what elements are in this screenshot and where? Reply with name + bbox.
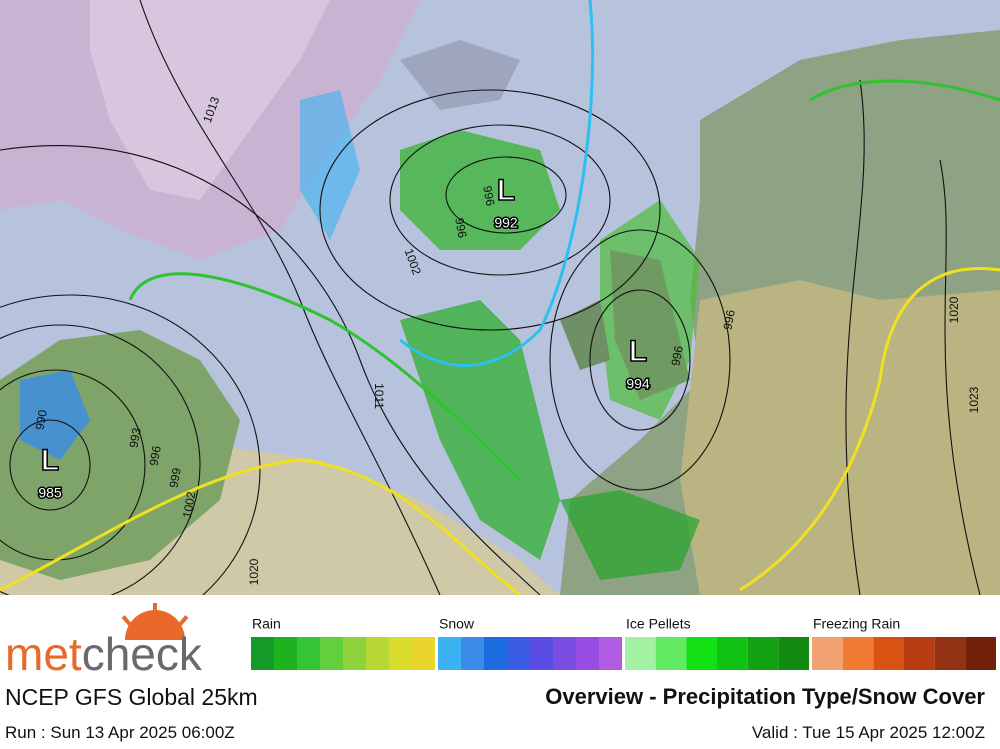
run-time: Run : Sun 13 Apr 2025 06:00Z: [5, 723, 235, 742]
legend-swatch: [530, 637, 553, 670]
rain-area: [400, 130, 560, 250]
legend-swatch: [553, 637, 576, 670]
legend-swatch: [274, 637, 297, 670]
front: [399, 0, 595, 367]
legend-swatch: [599, 637, 622, 670]
europe-south: [680, 280, 1000, 595]
model: NCEP GFS Global 25km: [5, 684, 258, 710]
legend-swatch: [320, 637, 343, 670]
ireland: [560, 300, 610, 370]
legend-swatch: [576, 637, 599, 670]
legend-swatch: [507, 637, 530, 670]
low-pressure: 992: [494, 215, 518, 231]
isobar-label: 993: [127, 426, 144, 448]
isobar-label: 990: [33, 408, 50, 430]
isobar-label: 996: [480, 185, 497, 207]
legend-swatch: [842, 637, 874, 670]
isobar-label: 1023: [967, 386, 981, 413]
low-pressure: 994: [626, 376, 650, 392]
legend-swatch: [873, 637, 904, 670]
legend-swatch: [366, 637, 389, 670]
iceland: [400, 40, 520, 110]
isobar-label: 996: [452, 217, 469, 239]
low-symbol: L: [629, 335, 647, 368]
legend-label: Rain: [252, 616, 281, 632]
front: [739, 267, 1000, 592]
logo: metcheck: [5, 628, 203, 680]
legend-swatch: [484, 637, 507, 670]
legend-swatch: [625, 637, 656, 670]
legend-swatch: [904, 637, 935, 670]
rain-area: [560, 490, 700, 580]
legend-swatch: [412, 637, 435, 670]
legend-swatch: [686, 637, 717, 670]
low-pressure: 985: [38, 485, 62, 501]
logo-sun: [121, 603, 189, 640]
legend-swatch: [812, 637, 843, 670]
title: Overview - Precipitation Type/Snow Cover: [545, 684, 985, 709]
isobar: [139, 0, 441, 596]
legend-swatch: [934, 637, 966, 670]
isobar: [939, 159, 981, 596]
isobar-label: 996: [147, 444, 164, 466]
isobar: [9, 419, 91, 511]
front: [0, 458, 521, 597]
isobar-label: 1011: [372, 383, 386, 409]
legend-swatch: [389, 637, 412, 670]
isobar: [319, 89, 661, 331]
isobar-label: 1020: [247, 558, 261, 585]
isobar: [549, 229, 731, 491]
low-symbol: L: [41, 444, 59, 477]
legend-swatch: [655, 637, 687, 670]
legend-swatch: [251, 637, 274, 670]
snow-area: [300, 90, 360, 240]
map: [0, 0, 1000, 646]
legend-swatch: [717, 637, 748, 670]
logo-part: met: [5, 628, 82, 680]
legend-swatch: [778, 637, 809, 670]
isobar-label: 999: [167, 466, 184, 488]
greenland: [90, 0, 330, 200]
legend-swatch: [297, 637, 320, 670]
legend-label: Ice Pellets: [626, 616, 691, 632]
isobar-label: 1002: [180, 490, 198, 519]
isobar: [389, 124, 611, 276]
legend-swatch: [343, 637, 366, 670]
isobar: [0, 145, 541, 596]
legend-swatch: [461, 637, 484, 670]
isobar: [845, 79, 865, 596]
legend-swatch: [965, 637, 996, 670]
isobar: [589, 289, 691, 431]
legend-swatch: [438, 637, 461, 670]
isobar-label: 996: [669, 344, 686, 366]
britain: [610, 250, 690, 400]
isobar-label: 996: [721, 308, 738, 330]
rain-area: [400, 300, 560, 560]
legend-swatch: [747, 637, 779, 670]
low-symbol: L: [497, 174, 515, 207]
valid-time: Valid : Tue 15 Apr 2025 12:00Z: [752, 723, 985, 742]
front: [809, 79, 1000, 102]
logo-part: check: [82, 628, 203, 680]
front: [128, 272, 522, 482]
snow-area: [20, 370, 90, 460]
isobar: [445, 156, 567, 234]
legend-label: Freezing Rain: [813, 616, 900, 632]
legend-label: Snow: [439, 616, 475, 632]
isobar-label: 1020: [947, 296, 961, 323]
